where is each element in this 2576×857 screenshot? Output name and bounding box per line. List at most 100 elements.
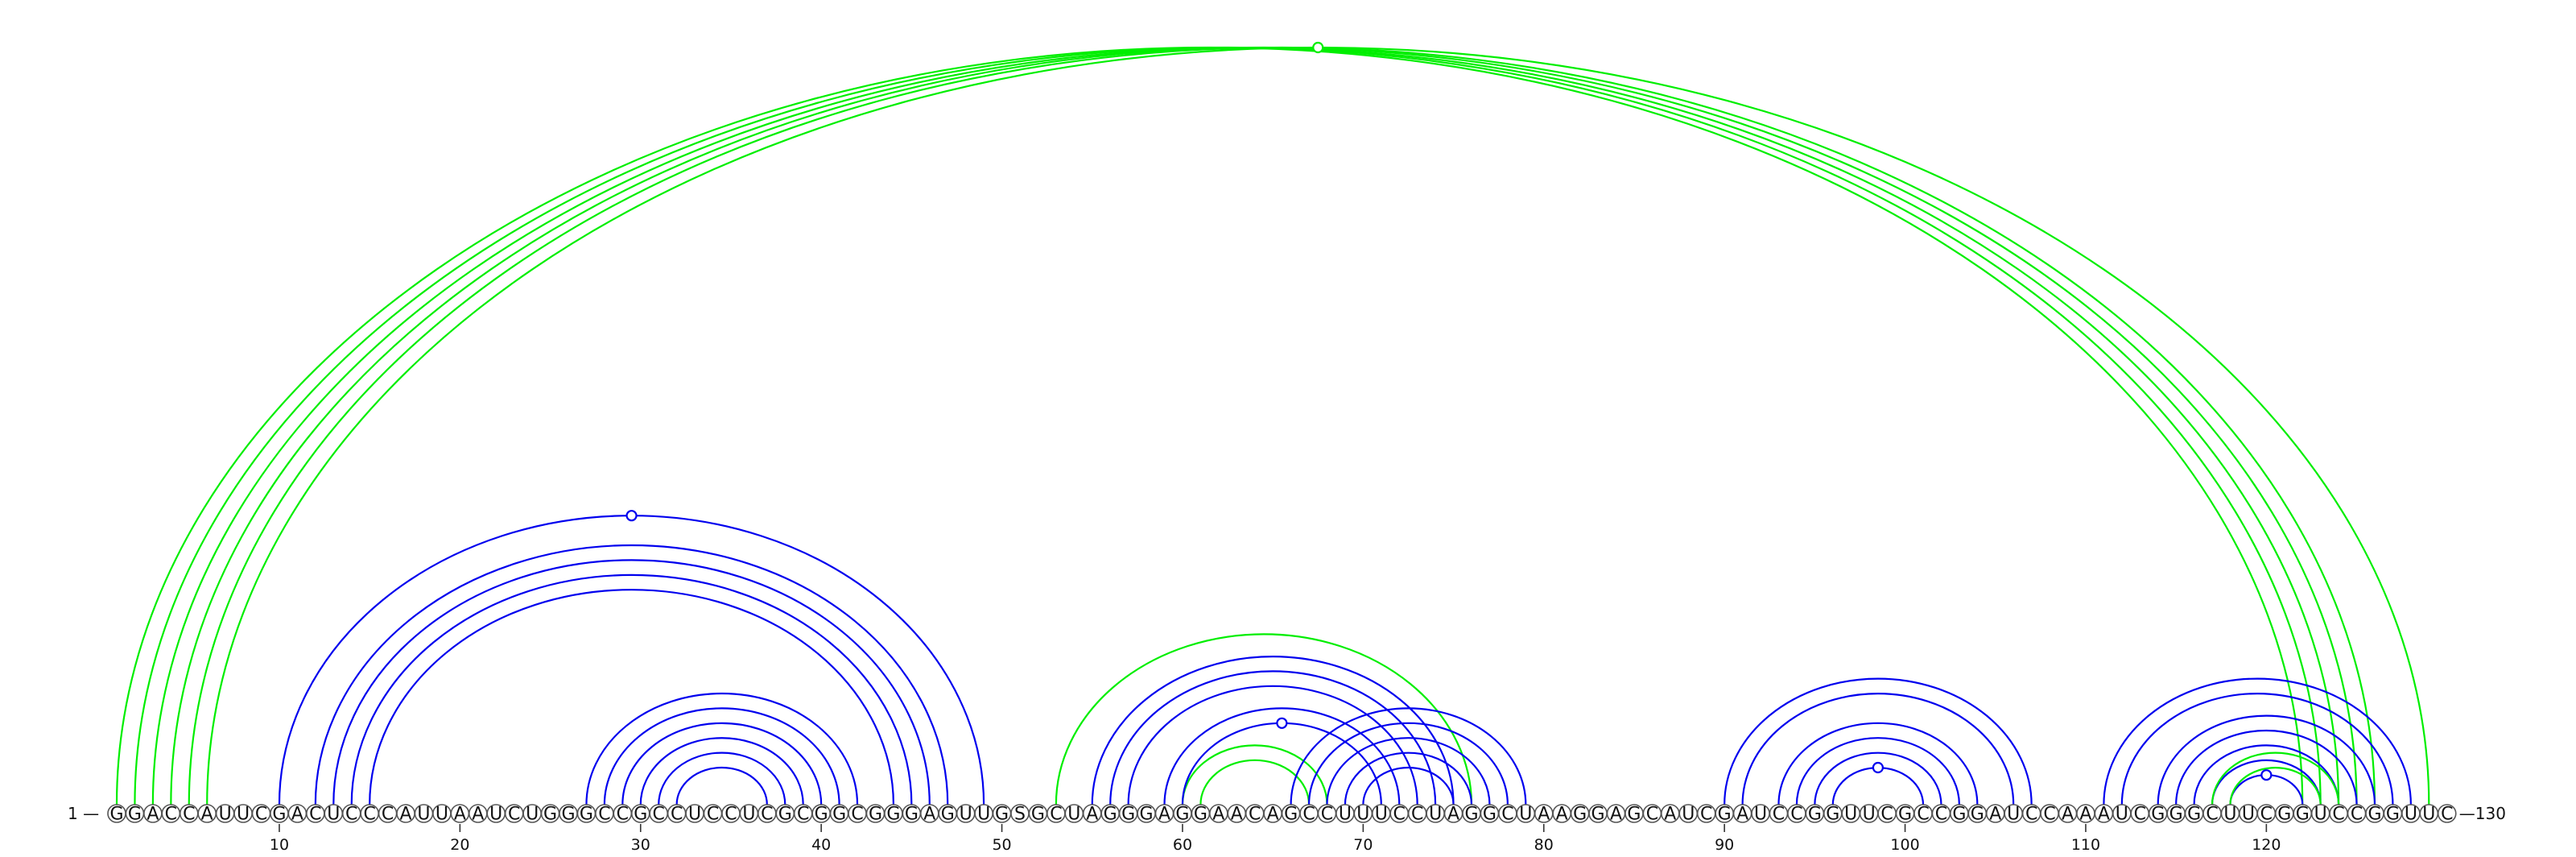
nucleotide-letter: A: [291, 805, 303, 825]
nucleotide-letter: G: [2169, 805, 2183, 825]
nucleotide-letter: G: [1591, 805, 1605, 825]
axis-tick-label: 10: [270, 836, 289, 854]
axis-tick-label: 20: [450, 836, 469, 854]
nucleotide-letter: C: [2441, 805, 2453, 825]
base-pair-arc: [1741, 692, 2015, 805]
nucleotide-letter: G: [778, 805, 792, 825]
nucleotide-letter: C: [707, 805, 719, 825]
nucleotide-letter: G: [580, 805, 593, 825]
nucleotide-letter: U: [2314, 805, 2327, 825]
nucleotide-letter: A: [2098, 805, 2110, 825]
nucleotide-letter: C: [1935, 805, 1947, 825]
nucleotide-letter: G: [2368, 805, 2381, 825]
nucleotide-letter: A: [1447, 805, 1459, 825]
base-pair-arc: [1109, 670, 1437, 805]
axis-tick-label: 80: [1534, 836, 1554, 854]
arc-apex-marker: [2260, 769, 2273, 781]
nucleotide-letter: G: [995, 805, 1009, 825]
nucleotide-letter: U: [417, 805, 430, 825]
nucleotide-letter: G: [1175, 805, 1189, 825]
base-pair-arc: [314, 544, 949, 805]
nucleotide-letter: U: [1339, 805, 1352, 825]
base-pair-arc: [350, 573, 913, 805]
nucleotide-letter: G: [905, 805, 919, 825]
base-pair-arc: [1362, 766, 1455, 805]
axis-tick-label: 40: [811, 836, 831, 854]
base-pair-arc: [332, 559, 931, 805]
nucleotide-letter: C: [363, 805, 375, 825]
nucleotide-letter: C: [2134, 805, 2146, 825]
nucleotide-letter: C: [724, 805, 737, 825]
nucleotide-letter: U: [2422, 805, 2435, 825]
base-pair-arc: [115, 46, 2304, 805]
nucleotide-letter: U: [2242, 805, 2255, 825]
nucleotide-letter: A: [1610, 805, 1622, 825]
nucleotide-letter: G: [815, 805, 828, 825]
base-pair-arc: [2157, 714, 2376, 805]
nucleotide-letter: S: [1014, 805, 1026, 825]
base-pair-arc: [369, 589, 895, 805]
nucleotide-letter: G: [2296, 805, 2310, 825]
nucleotide-letter: G: [1284, 805, 1298, 825]
arc-apex-marker: [625, 510, 638, 522]
nucleotide-letter: A: [1664, 805, 1676, 825]
nucleotide-letter: G: [1573, 805, 1587, 825]
nucleotide-letter: G: [128, 805, 142, 825]
nucleotide-letter: C: [1321, 805, 1333, 825]
nucleotide-letter: A: [1212, 805, 1224, 825]
nucleotide-letter: U: [2405, 805, 2417, 825]
nucleotide-letter: C: [2043, 805, 2055, 825]
nucleotide-letter: U: [742, 805, 755, 825]
nucleotide-letter: A: [1267, 805, 1279, 825]
nucleotide-letter: A: [1538, 805, 1550, 825]
nucleotide-letter: G: [1898, 805, 1912, 825]
nucleotide-letter: U: [219, 805, 232, 825]
base-pair-arc: [1181, 744, 1328, 805]
arc-apex-marker: [1276, 717, 1288, 729]
nucleotide-letter: C: [345, 805, 357, 825]
nucleotide-letter: A: [201, 805, 213, 825]
base-pair-arc: [2211, 751, 2340, 805]
nucleotide-letter: C: [761, 805, 773, 825]
base-pair-arc: [1181, 722, 1382, 805]
nucleotide-letter: G: [543, 805, 557, 825]
nucleotide-letter: C: [1501, 805, 1513, 825]
base-pair-arc: [151, 46, 2340, 805]
base-pair-arc: [1777, 722, 1979, 805]
base-pair-arc: [1127, 685, 1418, 805]
nucleotide-letter: G: [2386, 805, 2400, 825]
nucleotide-letter: A: [923, 805, 935, 825]
nucleotide-letter: A: [454, 805, 466, 825]
nucleotide-letter: C: [2332, 805, 2344, 825]
nucleotide-letter: U: [526, 805, 539, 825]
nucleotide-letter: U: [2116, 805, 2128, 825]
base-pair-arc: [2193, 744, 2340, 805]
nucleotide-letter: A: [2062, 805, 2074, 825]
nucleotide-letter: C: [1917, 805, 1929, 825]
nucleotide-letter: C: [2206, 805, 2218, 825]
nucleotide-letter: U: [1754, 805, 1767, 825]
nucleotide-letter: C: [1646, 805, 1658, 825]
base-pair-arc: [1795, 737, 1960, 805]
base-pair-arc: [1199, 759, 1311, 805]
nucleotide-letter: U: [436, 805, 448, 825]
base-pair-arc: [621, 722, 823, 805]
base-pair-arc: [1055, 633, 1473, 805]
base-pair-arc: [1091, 655, 1455, 805]
nucleotide-letter: C: [851, 805, 863, 825]
sequence-end-label: —130: [2459, 804, 2506, 823]
nucleotide-letter: G: [1971, 805, 1984, 825]
nucleotide-letter: C: [653, 805, 665, 825]
arc-apex-marker: [1312, 41, 1324, 54]
base-pair-arc: [278, 515, 985, 805]
axis-tick-label: 100: [1890, 836, 1919, 854]
nucleotide-letter: G: [886, 805, 900, 825]
nucleotide-letter: U: [1375, 805, 1388, 825]
nucleotide-letter: U: [327, 805, 340, 825]
axis-tick-label: 70: [1353, 836, 1373, 854]
nucleotide-letter: A: [1556, 805, 1568, 825]
nucleotide-letter: C: [797, 805, 809, 825]
base-pair-arc: [603, 707, 840, 805]
nucleotide-letter: G: [832, 805, 846, 825]
